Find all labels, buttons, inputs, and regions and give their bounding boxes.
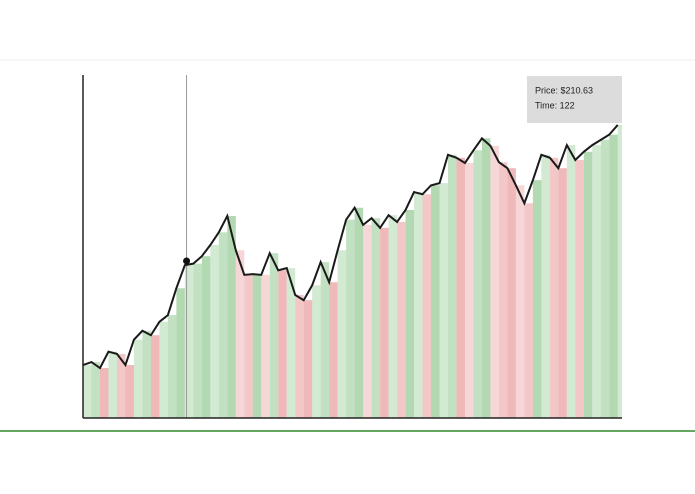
price-stripe	[125, 365, 134, 418]
price-stripe	[176, 288, 185, 418]
price-stripe	[235, 250, 245, 418]
price-stripe	[286, 268, 296, 418]
price-stripe	[541, 154, 550, 418]
price-stripe	[184, 265, 194, 418]
price-stripe	[116, 353, 126, 418]
price-stripe	[532, 180, 542, 418]
price-stripe	[464, 162, 474, 418]
price-stripe	[218, 232, 228, 418]
price-stripe	[609, 134, 618, 419]
price-stripe	[83, 365, 92, 418]
price-stripe	[380, 227, 389, 418]
price-stripe	[583, 151, 593, 418]
price-stripe	[473, 150, 482, 419]
price-stripe	[252, 274, 262, 418]
price-stripe	[431, 185, 440, 418]
price-stripe	[210, 245, 219, 418]
price-stripe	[566, 145, 576, 418]
price-stripe	[99, 368, 109, 418]
price-stripe	[142, 330, 151, 418]
price-stripe	[133, 339, 143, 418]
price-stripe	[388, 215, 398, 418]
price-stripe	[498, 162, 508, 418]
stripes	[83, 124, 622, 419]
price-stripe	[592, 145, 601, 418]
price-stripe	[295, 294, 304, 418]
price-stripe	[447, 154, 457, 418]
price-stripe	[201, 256, 211, 418]
price-stripe	[244, 274, 253, 418]
tooltip-text: Price: $210.63	[535, 85, 593, 95]
price-stripe	[346, 219, 355, 418]
price-stripe	[303, 300, 313, 418]
price-stripe	[278, 270, 287, 418]
price-stripe	[558, 168, 567, 418]
price-stripe	[405, 209, 415, 418]
price-stripe	[549, 157, 559, 418]
price-stripe	[261, 274, 270, 418]
highlight-point	[183, 257, 191, 265]
tooltip-box	[527, 76, 622, 123]
price-stripe	[422, 194, 432, 418]
price-stripe	[167, 315, 177, 418]
price-stripe	[371, 218, 381, 418]
price-stripe	[227, 215, 236, 418]
tooltip-text: Time: 122	[535, 100, 575, 110]
price-stripe	[456, 157, 465, 418]
price-stripe	[354, 207, 364, 418]
price-stripe	[507, 168, 516, 418]
price-stripe	[481, 138, 491, 418]
price-stripe	[363, 224, 372, 418]
price-stripe	[397, 221, 406, 418]
price-stripe	[150, 335, 160, 418]
price-stripe	[414, 192, 423, 418]
price-stripe	[515, 185, 525, 418]
price-stripe	[329, 282, 338, 418]
price-stripe	[439, 183, 448, 418]
price-stripe	[193, 263, 202, 418]
price-stripe	[108, 351, 117, 418]
price-stripe	[312, 285, 321, 418]
price-stripe	[617, 124, 622, 419]
price-stripe	[159, 321, 168, 418]
price-stripe	[269, 253, 279, 418]
price-stripe	[575, 160, 584, 419]
price-stripe	[524, 203, 533, 418]
price-stripe	[320, 262, 330, 418]
price-stripe	[600, 139, 610, 418]
price-stripe	[337, 250, 347, 418]
price-stripe	[91, 362, 100, 418]
price-stripe	[490, 145, 499, 418]
price-line	[82, 124, 619, 370]
